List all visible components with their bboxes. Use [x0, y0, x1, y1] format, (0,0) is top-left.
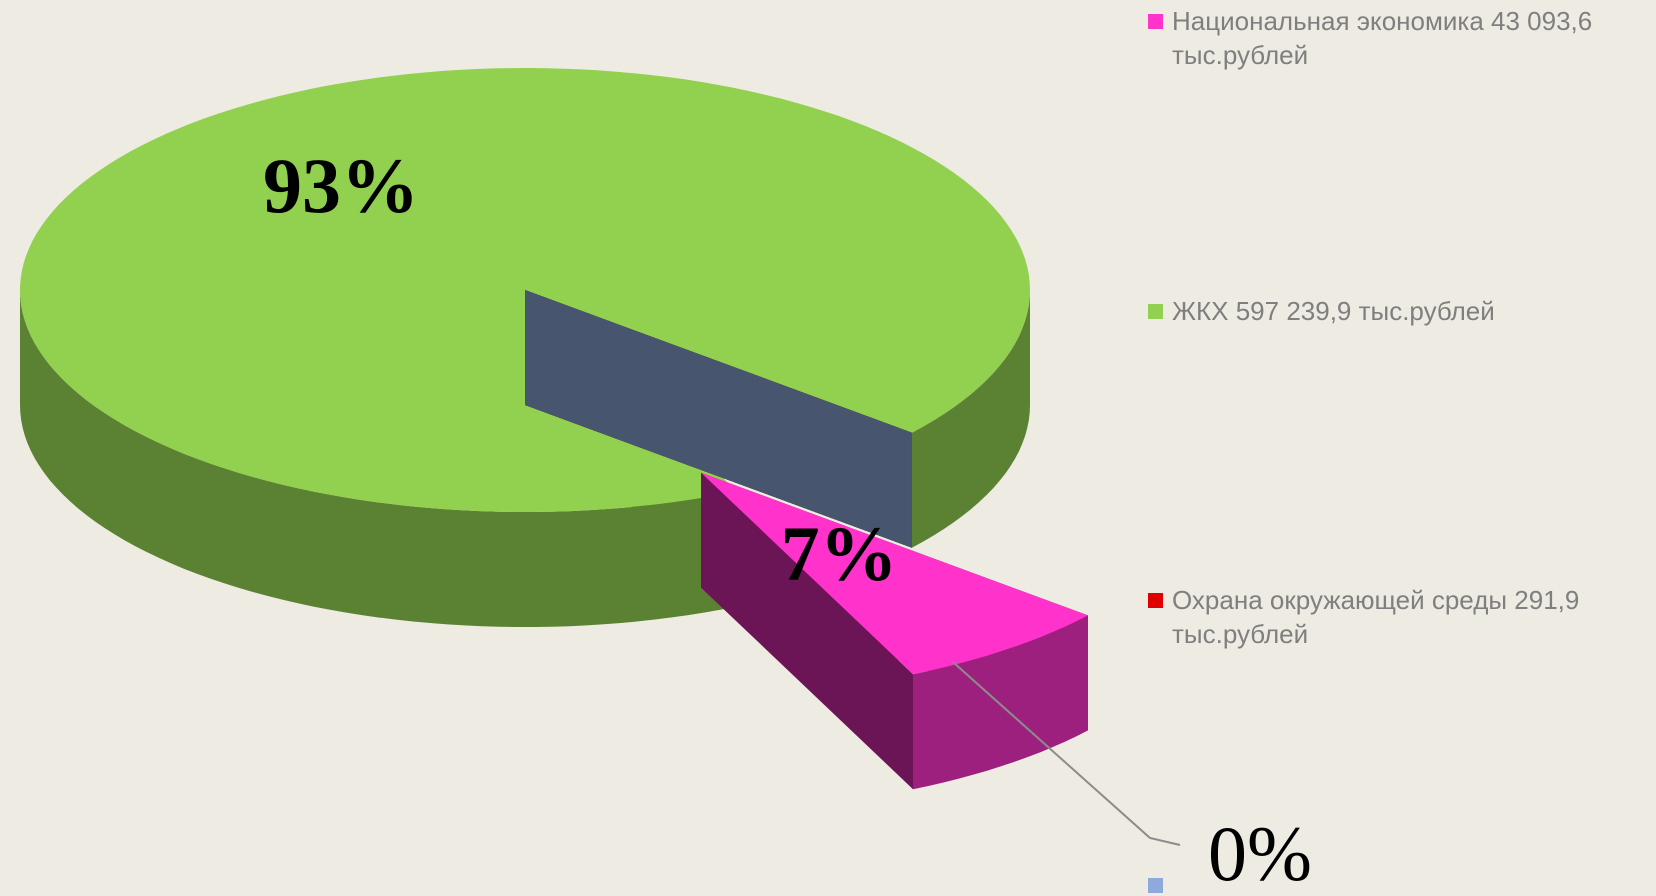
legend-swatch	[1148, 878, 1163, 893]
slice-side	[525, 290, 912, 548]
legend-swatch	[1148, 14, 1163, 29]
slice	[701, 472, 1088, 790]
slice-top	[701, 472, 1088, 675]
legend-swatch	[1148, 304, 1163, 319]
slice-side	[701, 472, 913, 790]
legend-swatch	[1148, 593, 1163, 608]
legend: Национальная экономика 43 093,6 тыс.рубл…	[1148, 0, 1648, 896]
slice-wall	[911, 290, 1030, 548]
slice-wall	[20, 290, 737, 627]
data-label: 93%	[263, 142, 419, 229]
legend-entry	[1148, 868, 1648, 893]
data-label: 0%	[1208, 810, 1312, 896]
legend-label: Охрана окружающей среды 291,9 тыс.рублей	[1172, 585, 1580, 649]
slice-wall	[913, 615, 1088, 790]
slice	[525, 290, 912, 548]
legend-label: ЖКХ 597 239,9 тыс.рублей	[1172, 296, 1495, 326]
legend-entry: Охрана окружающей среды 291,9 тыс.рублей	[1148, 583, 1648, 651]
legend-entry: ЖКХ 597 239,9 тыс.рублей	[1148, 294, 1648, 328]
data-label: 7%	[781, 510, 898, 597]
legend-entry: Национальная экономика 43 093,6 тыс.рубл…	[1148, 4, 1648, 72]
leader-line	[952, 661, 1181, 846]
legend-label: Национальная экономика 43 093,6 тыс.рубл…	[1172, 6, 1593, 70]
